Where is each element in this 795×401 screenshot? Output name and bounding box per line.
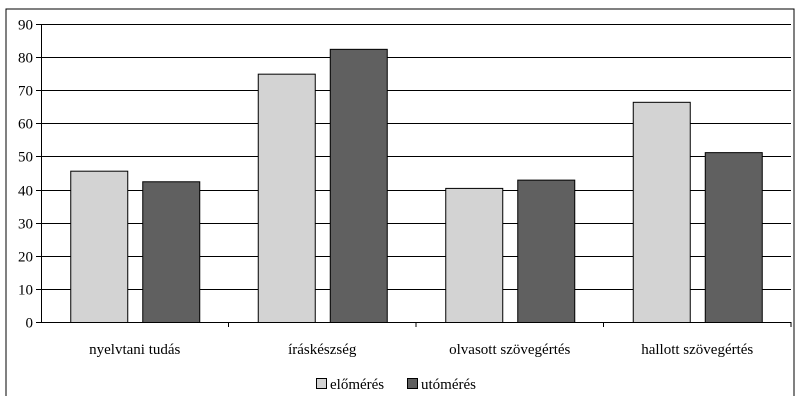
legend-label: utómérés [421,377,476,393]
legend-label: előmérés [330,377,384,393]
x-category-label: olvasott szövegértés [449,342,570,358]
y-tick-label: 30 [18,217,33,233]
chart-frame [5,8,795,396]
legend: előmérés utómérés [316,377,476,393]
y-tick-label: 0 [26,316,34,332]
x-category-label: íráskészség [288,342,357,358]
bar-elomeres [257,73,316,323]
x-category-label: hallott szövegértés [641,342,753,358]
y-tick-label: 90 [18,18,33,34]
bar-elomeres [445,187,504,323]
y-tick-label: 10 [18,283,33,299]
bar-utomeres [329,48,388,323]
y-tick-label: 20 [18,250,33,266]
bar-elomeres [70,170,129,323]
y-tick-label: 70 [18,84,33,100]
legend-swatch [407,378,418,389]
bar-utomeres [142,181,201,323]
bars [70,48,763,323]
bar-utomeres [517,179,576,323]
y-tick-label: 60 [18,117,33,133]
y-tick-label: 40 [18,184,33,200]
bar-elomeres [632,101,691,323]
legend-swatch [316,378,327,389]
x-category-label: nyelvtani tudás [89,342,180,358]
y-tick-label: 50 [18,150,33,166]
y-tick-label: 80 [18,51,33,67]
labels: 0 10 20 30 40 50 60 70 80 90 nyelvtani tudás íráské… [18,18,753,359]
bar-utomeres [704,152,763,323]
